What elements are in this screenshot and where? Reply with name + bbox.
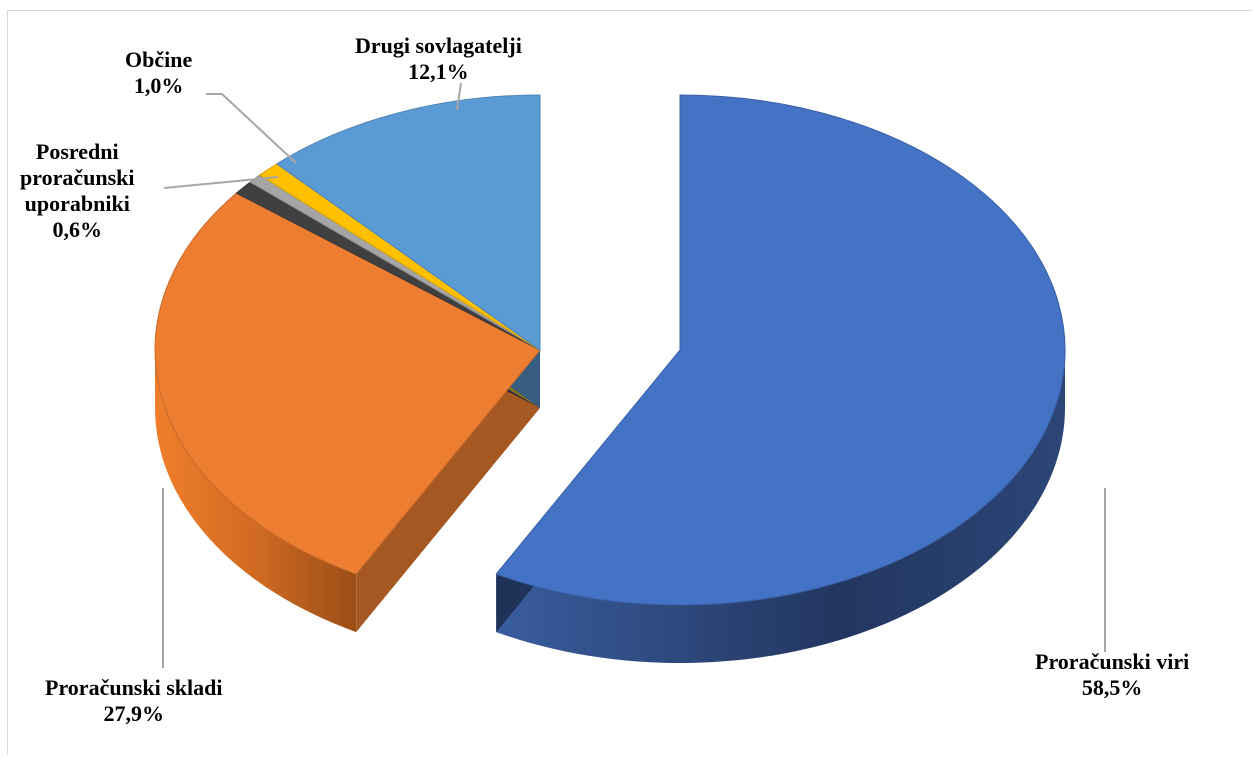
label-posredni-line1: Posredni [35,139,119,164]
chart-frame [7,10,1252,755]
label-proracunski-skladi: Proračunski skladi 27,9% [45,675,222,727]
slice-side-proracunski_skladi [155,350,357,633]
slice-top-drugi [275,94,541,351]
label-posredni-value: 0,6% [52,217,103,242]
label-drugi-value: 12,1% [408,59,469,84]
leader-line-obcine [206,93,297,164]
leader-lines [162,82,1106,668]
slice-side-proracunski_viri [496,350,1065,663]
label-posredni-proracunski-uporabniki: Posredni proračunski uporabniki 0,6% [20,139,135,243]
pie-slices-group [154,94,1066,663]
label-skladi-value: 27,9% [103,701,164,726]
leader-line-posredni [163,176,279,189]
label-posredni-line3: uporabniki [24,191,130,216]
label-obcine: Občine 1,0% [125,47,192,99]
label-proracunski-viri: Proračunski viri 58,5% [1035,649,1189,701]
leader-line-drugi [456,82,462,111]
label-drugi-name: Drugi sovlagatelji [355,33,522,58]
label-viri-value: 58,5% [1081,675,1143,700]
slice-top-proracunski_viri [495,94,1066,606]
label-viri-name: Proračunski viri [1035,649,1190,674]
label-obcine-value: 1,0% [133,73,184,98]
label-posredni-line2: proračunski [20,165,135,190]
label-drugi-sovlagatelji: Drugi sovlagatelji 12,1% [355,33,522,85]
label-skladi-name: Proračunski skladi [45,675,223,700]
slice-top-proracunski_skladi [154,192,541,575]
slice-cut-proracunski_skladi-0 [356,350,540,633]
label-obcine-name: Občine [125,47,193,72]
